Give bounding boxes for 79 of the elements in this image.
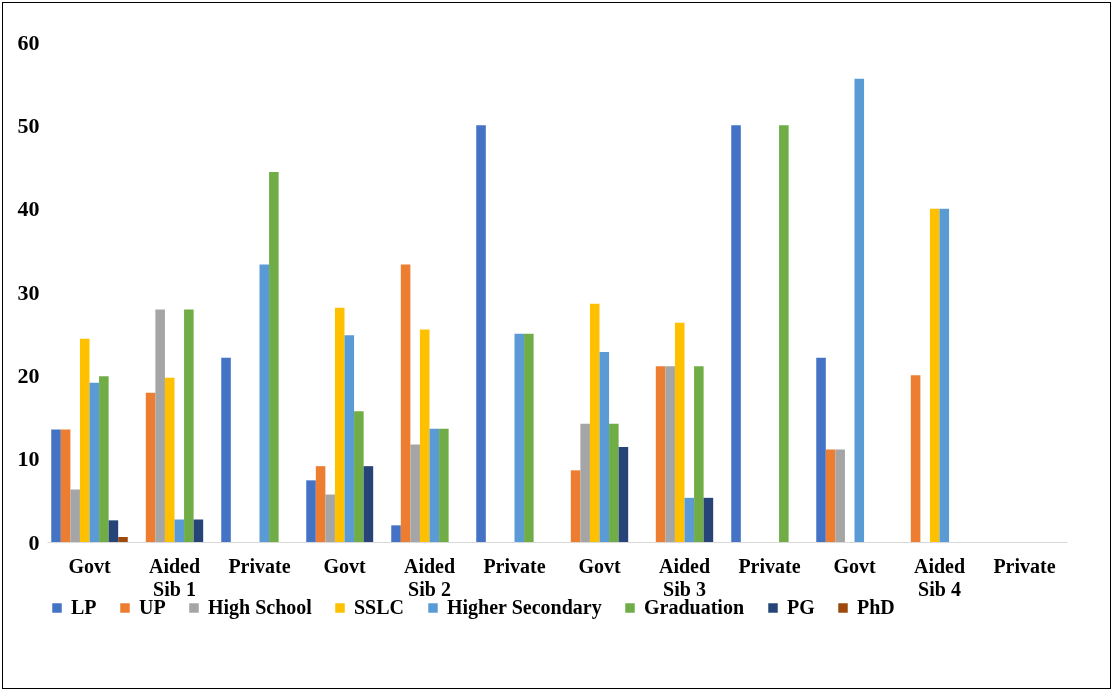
bar: [51, 429, 61, 542]
y-tick-label: 30: [17, 279, 40, 305]
bar: [476, 125, 486, 542]
legend-label: SSLC: [354, 596, 405, 618]
bar: [306, 480, 316, 542]
bar: [674, 322, 685, 542]
bar: [731, 125, 741, 542]
bar: [939, 208, 950, 542]
bar: [354, 411, 364, 542]
x-tick-label: Govt: [323, 554, 366, 577]
bar: [174, 519, 185, 542]
bar: [524, 333, 534, 542]
bar: [589, 303, 600, 542]
bar: [344, 335, 355, 542]
x-tick-label: Private: [228, 554, 291, 577]
x-tick-label: Private: [483, 554, 546, 577]
bar: [665, 366, 675, 542]
bar: [145, 392, 156, 542]
bar: [118, 537, 128, 542]
bar: [599, 352, 610, 542]
bar: [816, 357, 826, 542]
bar: [580, 423, 590, 542]
bar: [825, 449, 836, 542]
bar: [108, 520, 119, 542]
bar: [410, 444, 420, 542]
bar: [269, 172, 279, 542]
text: Sib 4: [918, 578, 961, 600]
bar: [854, 78, 865, 542]
bar: [164, 377, 175, 542]
bar: [835, 449, 845, 542]
bar: [684, 497, 695, 542]
bar: [99, 376, 109, 542]
bar: [259, 264, 270, 542]
x-tick-label: Govt: [68, 554, 111, 577]
legend-label: LP: [71, 596, 97, 618]
bar: [334, 307, 345, 542]
legend-label: PG: [787, 596, 816, 618]
bar: [400, 264, 411, 542]
bar: [193, 519, 204, 542]
bar: [155, 309, 165, 542]
bar: [694, 366, 704, 542]
x-tick-label: Govt: [578, 554, 621, 577]
bar: [514, 333, 525, 542]
x-tick-label: Aided: [658, 554, 711, 577]
x-tick-label: Govt: [833, 554, 876, 577]
x-tick-label: Aided: [913, 554, 966, 577]
bar: [929, 208, 940, 542]
bar: [325, 494, 335, 542]
bar: [570, 470, 581, 542]
y-tick-label: 50: [17, 112, 40, 138]
y-tick-label: 60: [17, 29, 40, 55]
legend-label: High School: [208, 596, 313, 619]
bar: [391, 525, 401, 542]
bar: [429, 428, 440, 542]
bar: [618, 447, 629, 542]
bar: [910, 375, 921, 542]
y-tick-label: 10: [17, 446, 40, 472]
y-tick-label: 0: [28, 529, 40, 555]
bar: [779, 125, 789, 542]
bar: [363, 466, 374, 542]
bar: [89, 382, 100, 542]
bar: [439, 428, 449, 542]
bar: [221, 357, 231, 542]
x-tick-label: Private: [993, 554, 1056, 577]
bar: [70, 489, 80, 542]
bar: [655, 366, 666, 542]
legend-label: PhD: [857, 596, 895, 618]
x-tick-label: Aided: [403, 554, 456, 577]
y-tick-label: 40: [17, 196, 40, 222]
y-tick-label: 20: [17, 362, 40, 388]
x-tick-label: Aided: [148, 554, 201, 577]
bar: [79, 338, 90, 542]
x-tick-label: Private: [738, 554, 801, 577]
bar: [315, 466, 326, 542]
bar: [419, 329, 430, 542]
bar: [703, 497, 714, 542]
bar: [609, 423, 619, 542]
bar: [184, 309, 194, 542]
bar: [60, 429, 71, 542]
